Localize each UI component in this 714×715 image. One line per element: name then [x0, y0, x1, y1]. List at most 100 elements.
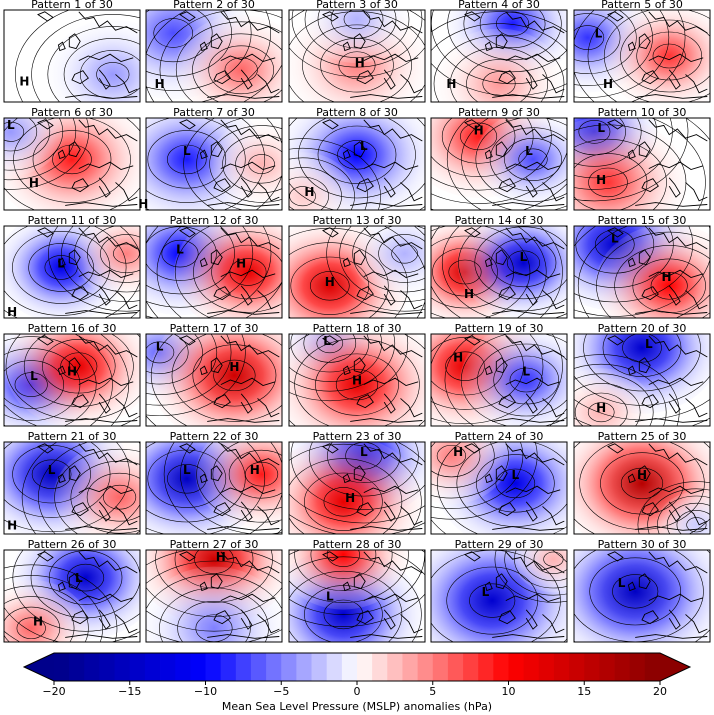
isobar: [504, 550, 567, 596]
anomaly-region: [431, 442, 510, 505]
coastline: [78, 485, 134, 494]
coastline: [68, 573, 81, 590]
panel-title: Pattern 15 of 30: [598, 214, 687, 227]
coastline: [492, 634, 565, 639]
colorbar-segment: [372, 653, 388, 681]
pattern-field: [146, 118, 282, 210]
anomaly-region: [53, 442, 140, 534]
coastline: [57, 581, 66, 592]
panel-frame: [3, 333, 141, 427]
isobar: [365, 226, 425, 283]
isobar: [533, 550, 567, 574]
isobar: [587, 402, 615, 423]
pattern-field: [574, 334, 710, 426]
isobar: [614, 245, 710, 318]
colorbar-segment: [175, 653, 191, 681]
isobar: [209, 125, 282, 203]
anomaly-region: [146, 566, 282, 642]
coastline: [400, 182, 423, 202]
coastline: [635, 202, 708, 207]
panel-title: Pattern 1 of 30: [31, 0, 113, 11]
coastline: [199, 149, 208, 160]
colorbar-label: Mean Sea Level Pressure (MSLP) anomalies…: [222, 700, 492, 713]
coastline: [484, 149, 493, 160]
isobar: [323, 599, 364, 630]
isobar: [352, 226, 425, 293]
isobar: [432, 247, 498, 297]
coastline: [115, 506, 138, 526]
isobar: [146, 334, 218, 395]
colorbar-tick-label: −5: [273, 685, 289, 698]
coastline: [57, 149, 66, 160]
isobar: [180, 442, 282, 534]
coastline: [400, 290, 423, 310]
coastline: [505, 119, 565, 142]
pattern-panel: L H Pattern 24 of 30: [430, 430, 568, 535]
isobar: [100, 234, 140, 274]
coastline: [638, 357, 651, 374]
coastline: [68, 141, 81, 158]
isobar: [446, 118, 483, 210]
high-center-label: H: [7, 305, 17, 319]
isobar: [146, 118, 266, 210]
isobar: [574, 226, 694, 303]
isobar: [146, 574, 282, 610]
isobar: [4, 118, 77, 181]
low-center-label: L: [48, 463, 56, 477]
isobar: [574, 10, 653, 86]
isobar: [441, 226, 567, 318]
isobar: [4, 348, 81, 421]
high-center-label: H: [236, 256, 246, 270]
isobar: [323, 487, 364, 517]
isobar: [574, 13, 621, 62]
anomaly-region: [289, 152, 356, 210]
high-center-label: H: [138, 197, 148, 211]
isobar: [574, 138, 667, 210]
isobar: [574, 383, 641, 426]
isobar: [612, 574, 659, 609]
pattern-panel: H Pattern 3 of 30: [288, 0, 426, 103]
isobar: [30, 550, 140, 619]
low-center-label: L: [525, 144, 533, 158]
colorbar-segment: [54, 653, 70, 681]
isobar: [431, 62, 567, 97]
isobar: [666, 502, 710, 534]
coastline: [525, 69, 538, 90]
low-center-label: L: [176, 243, 184, 257]
isobar: [208, 45, 274, 95]
coastline: [257, 290, 280, 310]
coastline: [353, 141, 366, 158]
isobar: [4, 575, 103, 642]
isobar: [676, 510, 710, 534]
coastline: [199, 581, 208, 592]
coastline: [363, 551, 423, 574]
high-center-label: H: [596, 173, 606, 187]
isobar: [15, 10, 71, 102]
high-center-label: H: [7, 518, 17, 532]
isobar: [431, 118, 534, 178]
coastline: [638, 465, 651, 482]
coastline: [57, 365, 66, 376]
coastline: [464, 551, 481, 562]
isobar: [686, 517, 707, 533]
isobar: [96, 62, 130, 87]
coastline: [635, 634, 708, 639]
isobar: [163, 442, 209, 534]
high-center-label: H: [155, 77, 165, 91]
coastline: [635, 526, 708, 531]
low-center-label: L: [323, 334, 331, 348]
coastline: [213, 70, 231, 85]
isobar: [146, 226, 235, 295]
coastline: [607, 11, 624, 22]
panel-frame: [145, 9, 283, 103]
coastline: [98, 501, 111, 522]
panel-title: Pattern 22 of 30: [170, 430, 259, 443]
coastline: [363, 443, 423, 466]
isobar: [245, 461, 279, 487]
coastline: [495, 249, 508, 266]
coastline: [213, 394, 231, 409]
coastline: [322, 443, 339, 454]
isobar: [445, 351, 485, 381]
isobar: [463, 10, 562, 61]
isobar: [146, 341, 175, 364]
